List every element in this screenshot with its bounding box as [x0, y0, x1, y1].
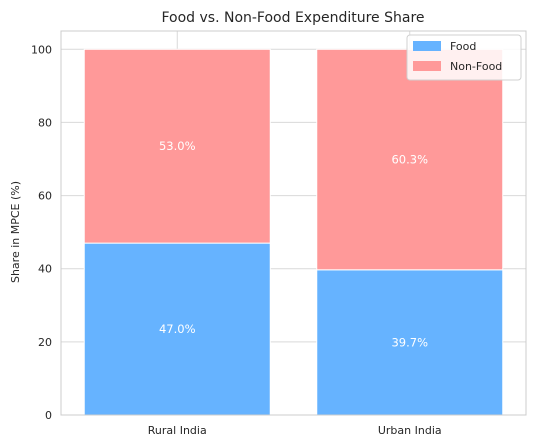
plot-frame — [60, 30, 527, 416]
ticks: 0 20 40 60 80 100 Rural India Urban India — [31, 43, 442, 437]
legend-label-0: Food — [450, 40, 476, 53]
bar-label-food-0: 47.0% — [159, 322, 196, 336]
y-tick-label-5: 100 — [31, 43, 52, 56]
y-tick-label-4: 80 — [38, 116, 52, 129]
x-tick-label-1: Urban India — [378, 424, 442, 437]
legend-swatch-0 — [413, 41, 441, 51]
bar-label-non-food-0: 53.0% — [159, 139, 196, 153]
y-tick-label-0: 0 — [45, 409, 52, 422]
legend: Food Non-Food — [406, 34, 522, 81]
y-tick-label-1: 20 — [38, 336, 52, 349]
chart-title: Food vs. Non-Food Expenditure Share — [161, 10, 424, 26]
bars: 47.0% 53.0% 39.7% 60.3% — [83, 48, 504, 416]
bar-food-0 — [83, 242, 271, 416]
bar-food-1 — [316, 269, 504, 416]
legend-swatch-1 — [413, 61, 441, 71]
y-tick-label-3: 60 — [38, 190, 52, 203]
y-tick-label-2: 40 — [38, 263, 52, 276]
y-axis-label: Share in MPCE (%) — [9, 181, 22, 283]
legend-label-1: Non-Food — [450, 60, 502, 73]
bar-non-food-0 — [83, 48, 271, 244]
bar-label-food-1: 39.7% — [391, 335, 428, 349]
x-tick-label-0: Rural India — [148, 424, 207, 437]
bar-label-non-food-1: 60.3% — [391, 153, 428, 167]
bar-non-food-1 — [316, 48, 504, 271]
